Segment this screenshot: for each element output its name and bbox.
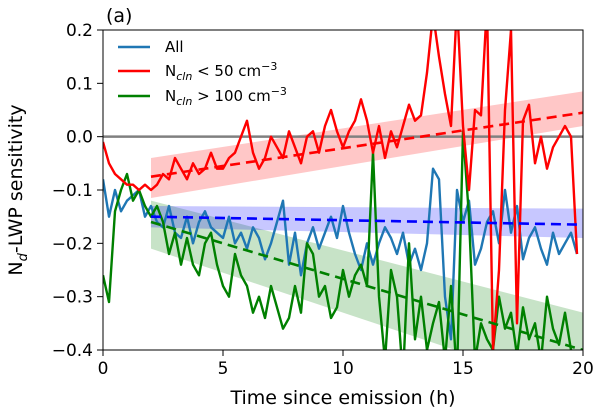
x-tick-label: 20 [572, 359, 594, 379]
x-tick-label: 10 [332, 359, 354, 379]
blue-confidence-band [151, 206, 583, 238]
x-axis-title: Time since emission (h) [229, 387, 455, 409]
y-tick-label: −0.1 [52, 181, 93, 201]
x-tick-label: 0 [98, 359, 109, 379]
red-confidence-band [151, 91, 583, 198]
panel-label: (a) [106, 5, 132, 27]
y-tick-label: −0.3 [52, 288, 93, 308]
series-line-0 [103, 167, 579, 341]
green-trend-line [150, 220, 583, 350]
y-tick-label: 0.1 [66, 74, 93, 94]
x-tick-label: 15 [452, 359, 474, 379]
y-tick-label: −0.4 [52, 341, 93, 361]
blue-trend-line [150, 215, 583, 226]
legend-entry-0: All [165, 38, 184, 56]
y-axis-title: Nd-LWP sensitivity [5, 104, 31, 275]
red-trend-line [150, 111, 583, 178]
series-line-2 [103, 130, 573, 350]
legend-entry-1: Ncln < 50 cm−3 [165, 60, 277, 83]
y-tick-label: 0.0 [66, 128, 93, 148]
x-tick-label: 5 [218, 359, 229, 379]
y-tick-label: −0.2 [52, 234, 93, 254]
legend-entry-2: Ncln > 100 cm−3 [165, 85, 287, 108]
y-tick-label: 0.2 [66, 21, 93, 41]
series-line-1 [103, 30, 579, 350]
